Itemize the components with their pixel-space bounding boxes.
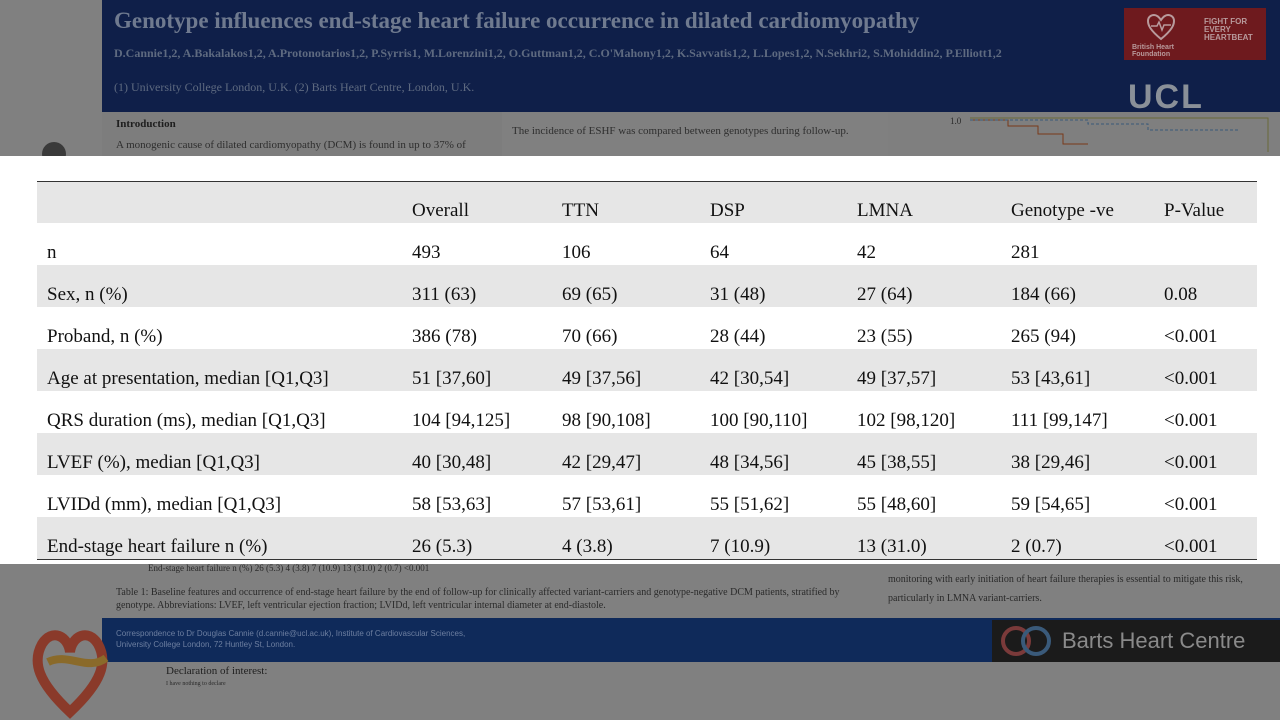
- header-cell: Overall: [412, 200, 469, 221]
- intro-heading: Introduction: [116, 118, 176, 130]
- table-row: Sex, n (%) 311 (63) 69 (65) 31 (48) 27 (…: [37, 265, 1257, 307]
- table-cell: 265 (94): [1011, 326, 1076, 347]
- table-cell: 23 (55): [857, 326, 913, 347]
- table-cell: 48 [34,56]: [710, 452, 790, 473]
- km-plot-panel: [888, 112, 1280, 158]
- table-cell: 53 [43,61]: [1011, 368, 1091, 389]
- declaration-heading: Declaration of interest:: [166, 665, 268, 677]
- table-header-row: Overall TTN DSP LMNA Genotype -ve P-Valu…: [37, 181, 1257, 224]
- table-row: LVEF (%), median [Q1,Q3] 40 [30,48] 42 […: [37, 433, 1257, 475]
- table-cell: [1154, 223, 1257, 265]
- heart-icon: [1146, 13, 1176, 41]
- table-row: Age at presentation, median [Q1,Q3] 51 […: [37, 349, 1257, 391]
- poster-table-row-remnant: End-stage heart failure n (%) 26 (5.3) 4…: [148, 563, 430, 573]
- table-cell: 38 [29,46]: [1011, 452, 1091, 473]
- table-cell: 28 (44): [710, 326, 766, 347]
- table-cell: 49 [37,57]: [857, 368, 937, 389]
- table-cell: <0.001: [1164, 536, 1218, 557]
- conclusion-text: monitoring with early initiation of hear…: [888, 574, 1243, 604]
- table-overlay: Overall TTN DSP LMNA Genotype -ve P-Valu…: [0, 156, 1280, 564]
- table-cell: 58 [53,63]: [412, 494, 492, 515]
- poster-affiliations: (1) University College London, U.K. (2) …: [114, 80, 475, 94]
- table-cell: 281: [1011, 242, 1040, 263]
- header-cell: DSP: [710, 200, 745, 221]
- row-label: LVIDd (mm), median [Q1,Q3]: [47, 494, 282, 515]
- poster-header: [102, 0, 1280, 112]
- table-cell: <0.001: [1164, 368, 1218, 389]
- table-row: n 493 106 64 42 281: [37, 223, 1257, 265]
- table-row: End-stage heart failure n (%) 26 (5.3) 4…: [37, 517, 1257, 560]
- row-label: n: [47, 242, 57, 263]
- poster-intro-panel: [102, 112, 502, 158]
- table-cell: 42: [857, 242, 876, 263]
- methods-text: The incidence of ESHF was compared betwe…: [512, 125, 849, 137]
- table-cell: 102 [98,120]: [857, 410, 956, 431]
- table-cell: 98 [90,108]: [562, 410, 651, 431]
- table-cell: 64: [710, 242, 729, 263]
- table-cell: 31 (48): [710, 284, 766, 305]
- poster-title: Genotype influences end-stage heart fail…: [114, 8, 920, 33]
- table-cell: 49 [37,56]: [562, 368, 642, 389]
- table-cell: 45 [38,55]: [857, 452, 937, 473]
- table-cell: 311 (63): [412, 284, 477, 305]
- table-cell: 55 [48,60]: [857, 494, 937, 515]
- table-cell: 13 (31.0): [857, 536, 927, 557]
- bhf-logo: British Heart Foundation FIGHT FOR EVERY…: [1124, 8, 1266, 60]
- table-cell: 26 (5.3): [412, 536, 473, 557]
- table-row: QRS duration (ms), median [Q1,Q3] 104 [9…: [37, 391, 1257, 433]
- table-cell: 2 (0.7): [1011, 536, 1062, 557]
- table-cell: 27 (64): [857, 284, 913, 305]
- header-cell: [37, 182, 402, 224]
- bhf-slogan: FIGHT FOR EVERY HEARTBEAT: [1204, 17, 1253, 42]
- table-cell: 70 (66): [562, 326, 618, 347]
- table-cell: 184 (66): [1011, 284, 1076, 305]
- km-axis-label: 1.0: [950, 116, 962, 126]
- header-cell: Genotype -ve: [1011, 200, 1114, 221]
- table-cell: <0.001: [1164, 326, 1218, 347]
- table-cell: 42 [30,54]: [710, 368, 790, 389]
- table-cell: 106: [562, 242, 591, 263]
- row-label: LVEF (%), median [Q1,Q3]: [47, 452, 261, 473]
- table-cell: <0.001: [1164, 452, 1218, 473]
- correspondence-text: Correspondence to Dr Douglas Cannie (d.c…: [116, 629, 466, 649]
- table-cell: 111 [99,147]: [1011, 410, 1108, 431]
- table-cell: <0.001: [1164, 410, 1218, 431]
- table-cell: 57 [53,61]: [562, 494, 642, 515]
- header-cell: LMNA: [857, 200, 913, 221]
- table-cell: <0.001: [1164, 494, 1218, 515]
- table-row: Proband, n (%) 386 (78) 70 (66) 28 (44) …: [37, 307, 1257, 349]
- header-cell: TTN: [562, 200, 599, 221]
- declaration-text: I have nothing to declare: [166, 681, 226, 687]
- barts-logo-mark-icon: [1001, 626, 1051, 656]
- table-cell: 100 [90,110]: [710, 410, 808, 431]
- table-cell: 51 [37,60]: [412, 368, 492, 389]
- ribbon-heart-icon: [32, 630, 109, 719]
- table-cell: 69 (65): [562, 284, 618, 305]
- km-plot-lines: [970, 117, 1269, 152]
- table-cell: 104 [94,125]: [412, 410, 511, 431]
- intro-text: A monogenic cause of dilated cardiomyopa…: [116, 139, 466, 151]
- row-label: Age at presentation, median [Q1,Q3]: [47, 368, 329, 389]
- table-cell: 42 [29,47]: [562, 452, 642, 473]
- table-cell: 0.08: [1164, 284, 1198, 305]
- table-cell: 7 (10.9): [710, 536, 771, 557]
- table-cell: 40 [30,48]: [412, 452, 492, 473]
- barts-logo-text: Barts Heart Centre: [1062, 628, 1246, 653]
- table-cell: 493: [412, 242, 441, 263]
- row-label: End-stage heart failure n (%): [47, 536, 268, 557]
- table-cell: 55 [51,62]: [710, 494, 790, 515]
- table-cell: 386 (78): [412, 326, 477, 347]
- bhf-logo-text: British Heart Foundation: [1132, 44, 1175, 58]
- table-cell: 4 (3.8): [562, 536, 613, 557]
- table-cell: 59 [54,65]: [1011, 494, 1091, 515]
- table-row: LVIDd (mm), median [Q1,Q3] 58 [53,63] 57…: [37, 475, 1257, 517]
- row-label: Proband, n (%): [47, 326, 163, 347]
- header-cell: P-Value: [1164, 200, 1225, 221]
- baseline-table: Overall TTN DSP LMNA Genotype -ve P-Valu…: [37, 181, 1257, 560]
- table-caption: Table 1: Baseline features and occurrenc…: [116, 587, 840, 611]
- ucl-logo: UCL: [1128, 78, 1204, 116]
- row-label: QRS duration (ms), median [Q1,Q3]: [47, 410, 326, 431]
- row-label: Sex, n (%): [47, 284, 128, 305]
- poster-authors: D.Cannie1,2, A.Bakalakos1,2, A.Protonota…: [114, 46, 1002, 60]
